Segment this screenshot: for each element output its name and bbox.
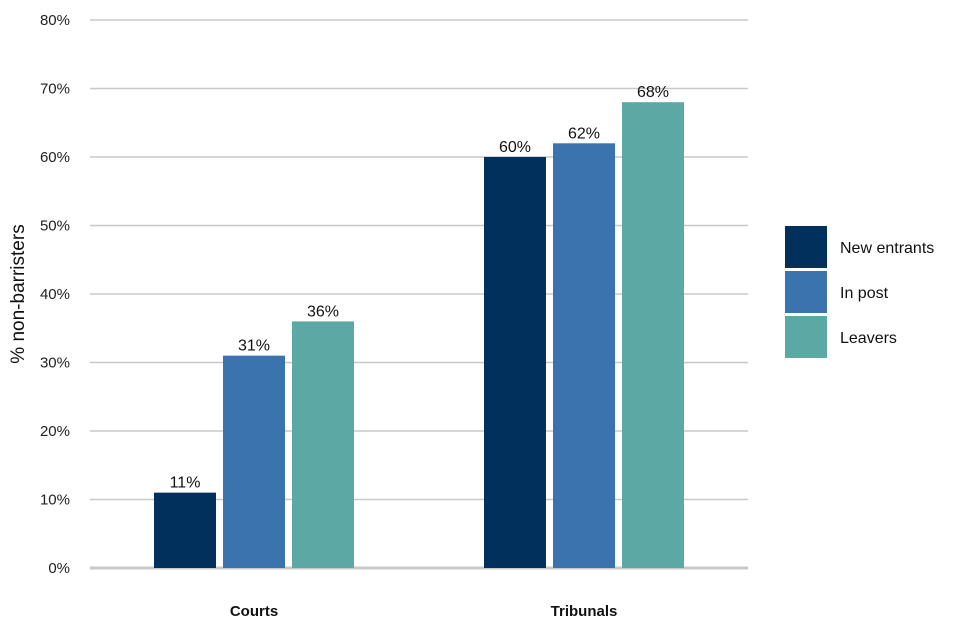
- legend: New entrants In post Leavers: [785, 226, 934, 358]
- y-axis-label: % non-barristers: [8, 224, 29, 363]
- bar: [484, 157, 546, 568]
- bars: [154, 102, 684, 569]
- legend-swatch: [785, 226, 827, 268]
- bar: [223, 355, 285, 568]
- data-labels: 11% 31% 36% 60% 62% 68%: [170, 84, 669, 491]
- legend-label: New entrants: [840, 240, 934, 257]
- y-axis-ticks: 0% 10% 20% 30% 40% 50% 60% 70% 80%: [40, 12, 70, 577]
- y-tick-label: 20%: [40, 423, 70, 440]
- y-tick-label: 0%: [48, 560, 70, 577]
- x-axis-ticks: Courts Tribunals: [230, 603, 618, 620]
- x-tick-label: Courts: [230, 603, 278, 620]
- y-tick-label: 30%: [40, 355, 70, 372]
- data-label: 68%: [637, 84, 669, 101]
- y-tick-label: 70%: [40, 81, 70, 98]
- y-tick-label: 40%: [40, 286, 70, 303]
- legend-label: In post: [840, 285, 889, 302]
- data-label: 11%: [170, 475, 201, 492]
- bar: [553, 143, 615, 569]
- bar: [622, 102, 684, 568]
- y-tick-label: 10%: [40, 492, 70, 509]
- y-tick-label: 50%: [40, 218, 70, 235]
- bar: [154, 492, 216, 568]
- legend-swatch: [785, 316, 827, 358]
- data-label: 36%: [307, 303, 339, 320]
- y-tick-label: 80%: [40, 12, 70, 29]
- x-tick-label: Tribunals: [551, 603, 618, 620]
- bar: [292, 321, 354, 568]
- legend-swatch: [785, 271, 827, 313]
- data-label: 62%: [568, 125, 600, 142]
- data-label: 31%: [238, 338, 270, 355]
- data-label: 60%: [499, 139, 531, 156]
- legend-label: Leavers: [840, 330, 897, 347]
- y-tick-label: 60%: [40, 149, 70, 166]
